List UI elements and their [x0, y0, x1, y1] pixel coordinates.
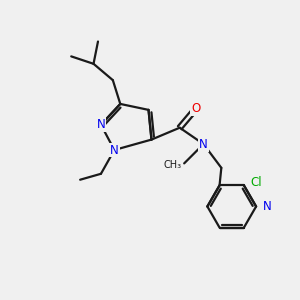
Text: CH₃: CH₃ [163, 160, 181, 170]
Text: Cl: Cl [250, 176, 262, 189]
Text: N: N [262, 200, 272, 213]
Text: O: O [191, 102, 201, 115]
Text: N: N [110, 143, 119, 157]
Text: N: N [97, 118, 105, 131]
Text: N: N [199, 138, 208, 151]
